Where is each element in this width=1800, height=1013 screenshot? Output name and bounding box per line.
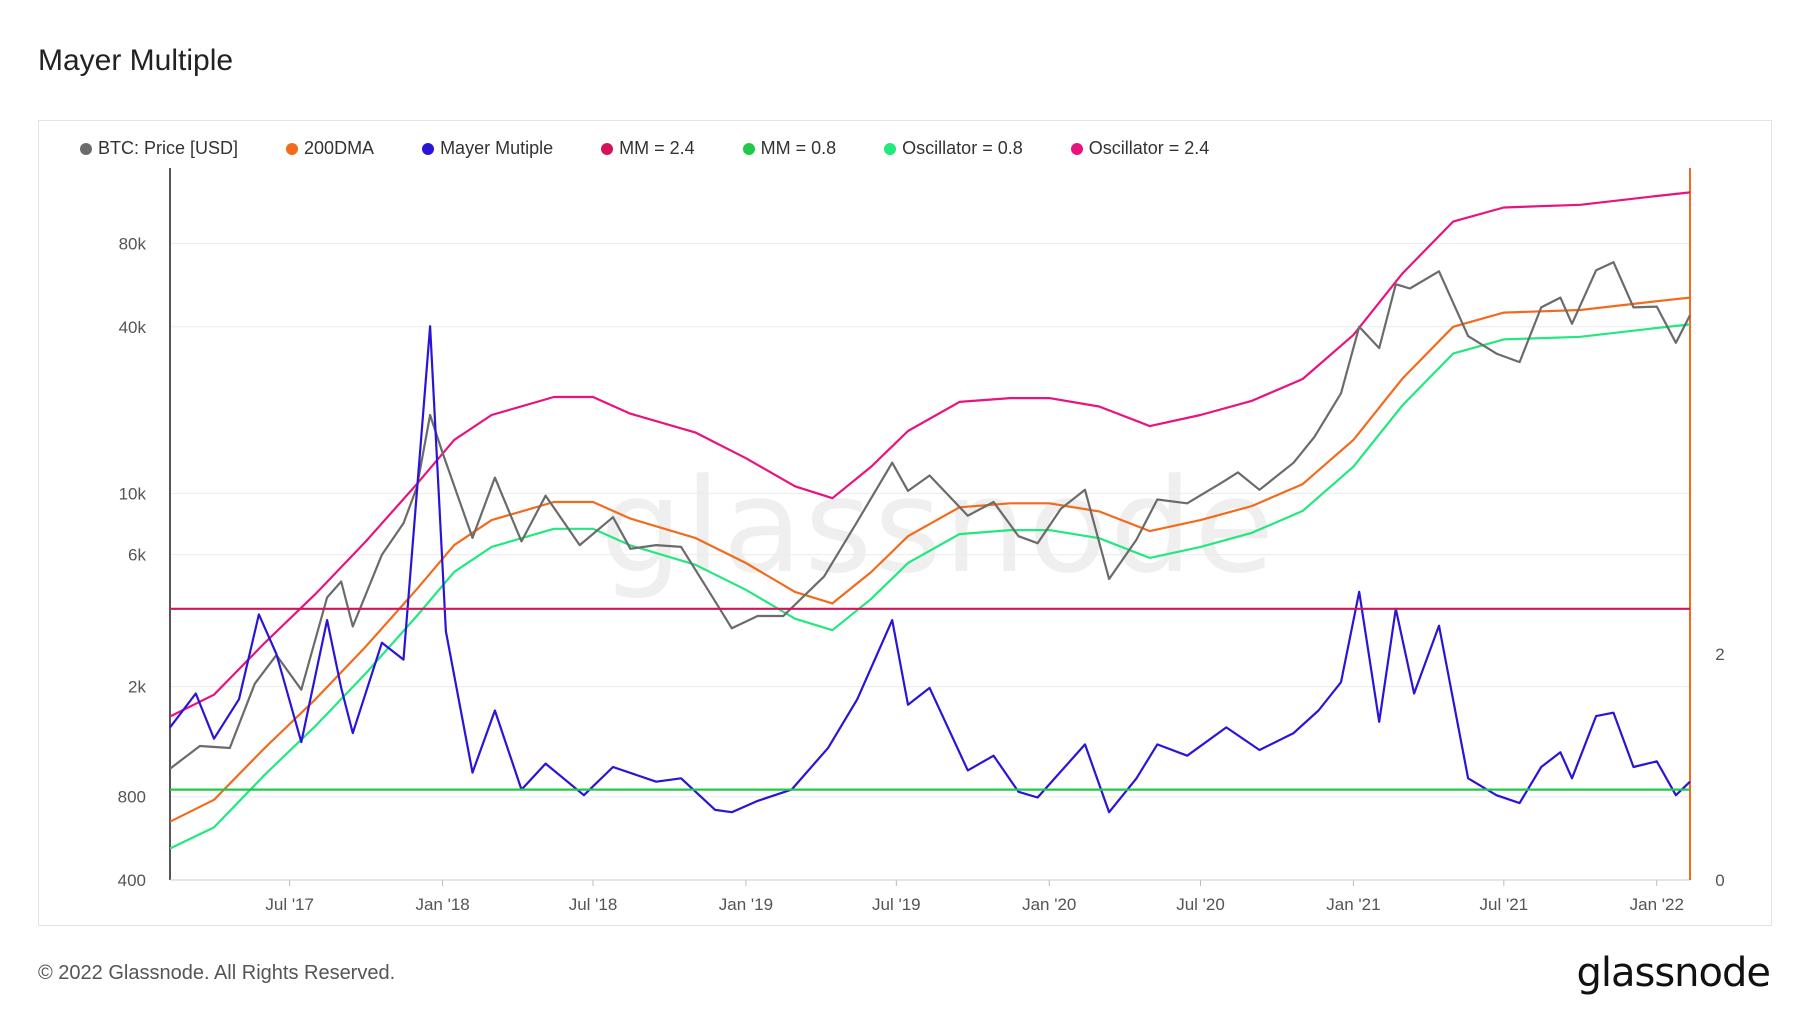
page-title: Mayer Multiple [38,44,234,77]
x-tick-label: Jan '19 [719,895,773,914]
x-tick-label: Jan '21 [1326,895,1380,914]
legend-item-btc-price-usd[interactable]: BTC: Price [USD] [80,138,238,159]
legend-dot-icon [742,142,755,155]
x-tick-label: Jan '18 [415,895,469,914]
legend-item-mm-2-4[interactable]: MM = 2.4 [601,138,695,159]
watermark: glassnode [600,450,1277,602]
legend-item-oscillator-0-8[interactable]: Oscillator = 0.8 [884,138,1023,159]
y-right-tick-label: 0 [1715,871,1724,890]
legend-dot-icon [884,142,897,155]
x-tick-label: Jan '22 [1630,895,1684,914]
chart-legend: BTC: Price [USD] 200DMA Mayer Mutiple MM = … [80,138,1257,159]
legend-dot-icon [286,142,299,155]
legend-label: Mayer Mutiple [440,138,554,158]
legend-dot-icon [422,142,435,155]
y-left-tick-label: 6k [128,546,146,565]
x-tick-label: Jul '18 [569,895,618,914]
x-tick-label: Jul '17 [265,895,314,914]
series-line-oscillator-0-8 [169,323,1691,850]
legend-item-oscillator-2-4[interactable]: Oscillator = 2.4 [1070,138,1210,159]
legend-label: MM = 0.8 [760,138,837,158]
series-line-oscillator-2-4 [169,191,1691,718]
series-line-btc-price-usd [169,261,1691,770]
legend-label: BTC: Price [USD] [98,138,239,158]
chart-frame [38,120,1772,926]
legend-dot-icon [1070,142,1083,155]
legend-dot-icon [80,142,92,155]
y-right-tick-label: 2 [1715,645,1724,664]
series-line-200dma [169,296,1691,823]
y-left-tick-label: 2k [128,678,146,697]
x-tick-label: Jan '20 [1022,895,1076,914]
legend-label: MM = 2.4 [619,138,695,158]
legend-label: 200DMA [304,138,375,158]
legend-item-mm-0-8[interactable]: MM = 0.8 [742,138,837,159]
y-left-tick-label: 800 [118,788,146,807]
legend-label: Oscillator = 0.8 [902,138,1023,158]
y-left-tick-label: 10k [119,484,147,503]
legend-label: Oscillator = 2.4 [1088,138,1210,158]
y-left-tick-label: 80k [119,235,147,254]
copyright-text: © 2022 Glassnode. All Rights Reserved. [38,962,396,984]
x-tick-label: Jul '21 [1480,895,1529,914]
x-tick-label: Jul '19 [872,895,921,914]
legend-dot-icon [601,142,614,155]
x-tick-label: Jul '20 [1176,895,1225,914]
series-line-mayer-mutiple [169,325,1691,814]
legend-item-200dma[interactable]: 200DMA [286,138,374,159]
y-left-tick-label: 40k [119,318,147,337]
y-left-tick-label: 400 [118,871,146,890]
legend-item-mayer-mutiple[interactable]: Mayer Mutiple [422,138,553,159]
brand-logo: glassnode [1576,950,1771,996]
